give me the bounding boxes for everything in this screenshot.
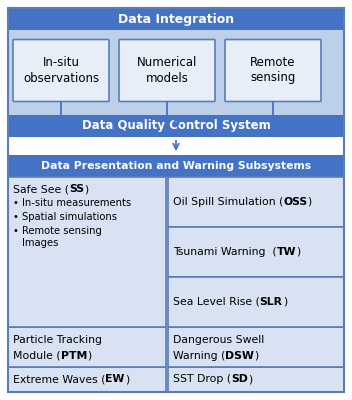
- Text: TW: TW: [277, 247, 296, 257]
- FancyBboxPatch shape: [168, 277, 344, 327]
- Text: ): ): [307, 197, 312, 207]
- Text: ): ): [248, 374, 252, 384]
- FancyBboxPatch shape: [8, 30, 344, 115]
- Text: ): ): [296, 247, 300, 257]
- Text: SS: SS: [69, 184, 84, 194]
- Text: ): ): [125, 374, 129, 384]
- FancyBboxPatch shape: [8, 177, 166, 327]
- Text: Numerical
models: Numerical models: [137, 56, 197, 84]
- FancyBboxPatch shape: [225, 40, 321, 102]
- FancyBboxPatch shape: [168, 367, 344, 392]
- Text: • Spatial simulations: • Spatial simulations: [13, 212, 117, 222]
- Text: Remote
sensing: Remote sensing: [250, 56, 296, 84]
- Text: Data Integration: Data Integration: [118, 12, 234, 26]
- Text: SLR: SLR: [260, 297, 283, 307]
- Text: Data Presentation and Warning Subsystems: Data Presentation and Warning Subsystems: [41, 161, 311, 171]
- Text: Dangerous Swell: Dangerous Swell: [173, 335, 264, 345]
- Text: ): ): [254, 351, 258, 361]
- FancyBboxPatch shape: [8, 115, 344, 137]
- FancyBboxPatch shape: [8, 155, 344, 177]
- Text: OSS: OSS: [283, 197, 307, 207]
- Text: Tsunami Warning  (: Tsunami Warning (: [173, 247, 277, 257]
- Text: Module (: Module (: [13, 351, 61, 361]
- Text: In-situ
observations: In-situ observations: [23, 56, 99, 84]
- Text: Oil Spill Simulation (: Oil Spill Simulation (: [173, 197, 283, 207]
- FancyBboxPatch shape: [8, 367, 166, 392]
- FancyBboxPatch shape: [168, 227, 344, 277]
- FancyBboxPatch shape: [8, 177, 344, 392]
- FancyBboxPatch shape: [13, 40, 109, 102]
- FancyBboxPatch shape: [119, 40, 215, 102]
- Text: DSW: DSW: [225, 351, 254, 361]
- Text: Data Quality Control System: Data Quality Control System: [82, 120, 270, 132]
- FancyBboxPatch shape: [168, 177, 344, 227]
- Text: SST Drop (: SST Drop (: [173, 374, 231, 384]
- FancyBboxPatch shape: [168, 327, 344, 367]
- Text: Sea Level Rise (: Sea Level Rise (: [173, 297, 260, 307]
- Text: Safe See (: Safe See (: [13, 184, 69, 194]
- Text: ): ): [87, 351, 91, 361]
- Text: Images: Images: [22, 238, 58, 248]
- Text: PTM: PTM: [61, 351, 87, 361]
- Text: • In-situ measurements: • In-situ measurements: [13, 198, 131, 208]
- Text: Particle Tracking: Particle Tracking: [13, 335, 102, 345]
- Text: ): ): [84, 184, 88, 194]
- Text: • Remote sensing: • Remote sensing: [13, 226, 102, 236]
- Text: Warning (: Warning (: [173, 351, 225, 361]
- Text: ): ): [283, 297, 287, 307]
- FancyBboxPatch shape: [8, 8, 344, 30]
- FancyBboxPatch shape: [8, 327, 166, 367]
- Text: Extreme Waves (: Extreme Waves (: [13, 374, 105, 384]
- Text: SD: SD: [231, 374, 248, 384]
- Text: EW: EW: [105, 374, 125, 384]
